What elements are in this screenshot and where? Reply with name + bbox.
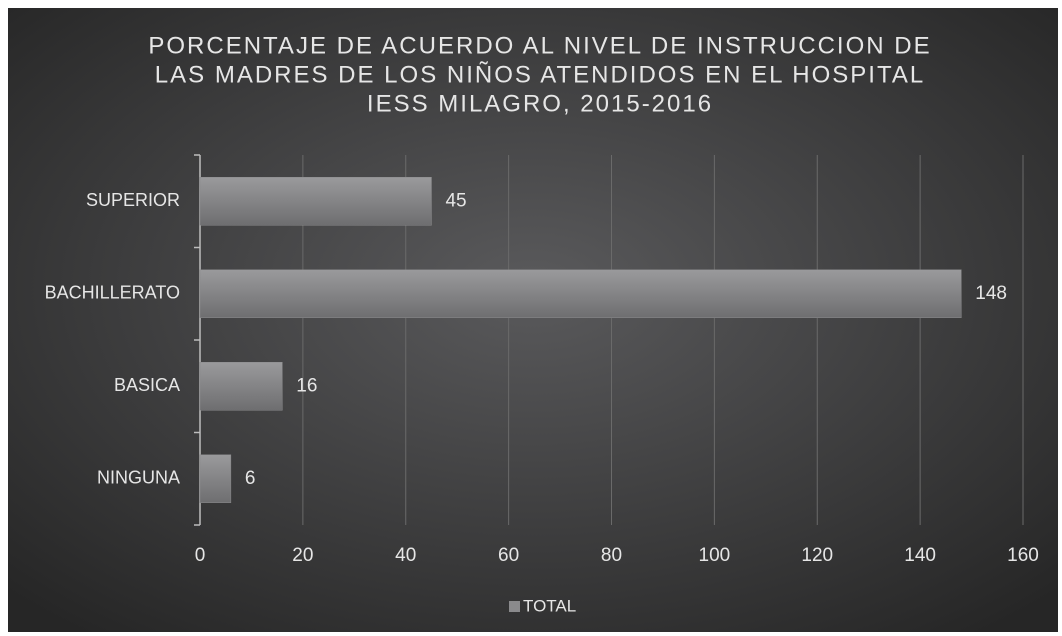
bar	[199, 177, 432, 226]
bar	[199, 454, 232, 503]
y-tick-label: SUPERIOR	[86, 190, 180, 210]
chart-title: PORCENTAJE DE ACUERDO AL NIVEL DE INSTRU…	[148, 32, 931, 59]
x-tick-label: 100	[699, 545, 731, 566]
data-label: 45	[445, 190, 466, 211]
x-tick-label: 40	[395, 545, 416, 566]
x-tick-label: 160	[1007, 545, 1039, 566]
bar	[199, 362, 283, 411]
data-label: 148	[975, 283, 1007, 304]
x-tick-label: 0	[195, 545, 206, 566]
x-tick-label: 140	[904, 545, 936, 566]
legend-label: TOTAL	[523, 596, 576, 615]
data-label: 6	[245, 468, 256, 489]
y-tick-label: BASICA	[114, 375, 180, 395]
y-tick-label: BACHILLERATO	[45, 283, 180, 303]
x-tick-label: 60	[498, 545, 519, 566]
chart-background	[8, 8, 1058, 632]
y-tick-label: NINGUNA	[97, 468, 180, 488]
chart-title: LAS MADRES DE LOS NIÑOS ATENDIDOS EN EL …	[155, 61, 925, 88]
bar	[199, 269, 962, 318]
x-tick-label: 80	[601, 545, 622, 566]
data-label: 16	[296, 375, 317, 396]
chart-title: IESS MILAGRO, 2015-2016	[367, 90, 713, 117]
x-tick-label: 120	[801, 545, 833, 566]
x-tick-label: 20	[292, 545, 313, 566]
legend-swatch	[509, 601, 520, 612]
